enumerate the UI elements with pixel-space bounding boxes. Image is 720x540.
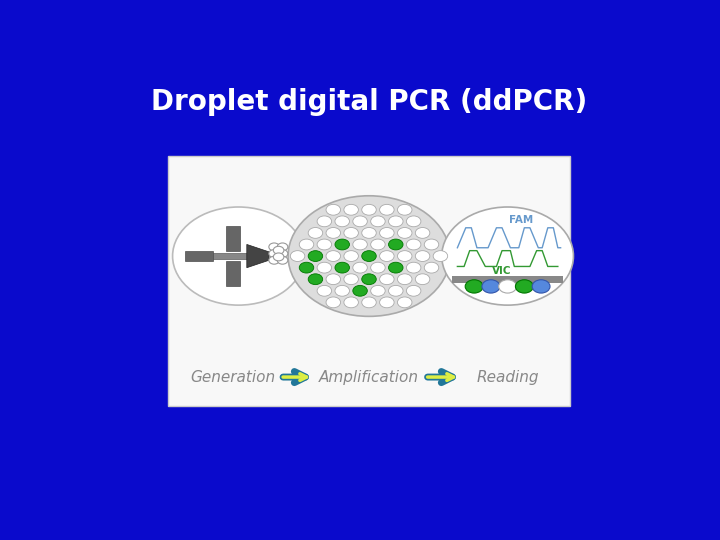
Circle shape — [424, 262, 438, 273]
Circle shape — [379, 204, 394, 215]
FancyBboxPatch shape — [168, 156, 570, 406]
Circle shape — [269, 243, 279, 251]
Text: Reading: Reading — [477, 369, 539, 384]
Circle shape — [300, 262, 314, 273]
Circle shape — [335, 262, 349, 273]
Circle shape — [361, 251, 377, 261]
Circle shape — [532, 280, 550, 293]
Circle shape — [371, 216, 385, 227]
Circle shape — [326, 297, 341, 308]
Circle shape — [326, 251, 341, 261]
Circle shape — [288, 196, 450, 316]
Circle shape — [415, 251, 430, 261]
Circle shape — [326, 274, 341, 285]
Circle shape — [379, 227, 394, 238]
Circle shape — [344, 274, 359, 285]
Circle shape — [379, 251, 394, 261]
FancyBboxPatch shape — [225, 261, 240, 286]
Text: FAM: FAM — [510, 215, 534, 225]
Circle shape — [433, 251, 448, 261]
Circle shape — [290, 251, 305, 261]
Circle shape — [335, 239, 349, 250]
Circle shape — [389, 262, 403, 273]
Text: Amplification: Amplification — [319, 369, 419, 384]
Circle shape — [269, 256, 279, 264]
Circle shape — [415, 227, 430, 238]
FancyBboxPatch shape — [452, 276, 564, 283]
Circle shape — [326, 227, 341, 238]
Circle shape — [173, 207, 305, 305]
Circle shape — [353, 216, 367, 227]
Circle shape — [406, 262, 421, 273]
Circle shape — [371, 262, 385, 273]
Circle shape — [371, 286, 385, 296]
Circle shape — [361, 204, 377, 215]
Circle shape — [308, 251, 323, 261]
FancyBboxPatch shape — [213, 253, 247, 259]
Circle shape — [277, 243, 288, 251]
Text: VIC: VIC — [492, 266, 512, 276]
Circle shape — [499, 280, 516, 293]
Circle shape — [371, 239, 385, 250]
Circle shape — [406, 216, 421, 227]
Circle shape — [397, 227, 412, 238]
Polygon shape — [247, 245, 269, 268]
Circle shape — [308, 227, 323, 238]
Circle shape — [353, 239, 367, 250]
Circle shape — [335, 216, 349, 227]
Circle shape — [516, 280, 534, 293]
Circle shape — [277, 256, 288, 264]
FancyBboxPatch shape — [225, 226, 240, 251]
Circle shape — [442, 207, 573, 305]
Circle shape — [277, 249, 288, 258]
FancyBboxPatch shape — [186, 251, 213, 261]
Circle shape — [424, 239, 438, 250]
Circle shape — [361, 227, 377, 238]
Circle shape — [274, 253, 284, 261]
Circle shape — [389, 286, 403, 296]
Circle shape — [353, 286, 367, 296]
Circle shape — [308, 274, 323, 285]
Circle shape — [269, 249, 279, 258]
Circle shape — [344, 297, 359, 308]
Circle shape — [317, 239, 332, 250]
Circle shape — [317, 262, 332, 273]
Circle shape — [406, 286, 421, 296]
Text: Generation: Generation — [190, 369, 276, 384]
Circle shape — [335, 286, 349, 296]
Circle shape — [397, 274, 412, 285]
Circle shape — [379, 297, 394, 308]
Circle shape — [317, 286, 332, 296]
Circle shape — [465, 280, 483, 293]
Circle shape — [482, 280, 500, 293]
Circle shape — [274, 246, 284, 254]
Circle shape — [300, 239, 314, 250]
Circle shape — [353, 262, 367, 273]
Circle shape — [397, 297, 412, 308]
Circle shape — [361, 297, 377, 308]
Circle shape — [344, 251, 359, 261]
Text: Droplet digital PCR (ddPCR): Droplet digital PCR (ddPCR) — [151, 88, 587, 116]
Circle shape — [397, 251, 412, 261]
Circle shape — [389, 239, 403, 250]
Circle shape — [344, 227, 359, 238]
Circle shape — [326, 204, 341, 215]
Circle shape — [379, 274, 394, 285]
Circle shape — [406, 239, 421, 250]
Circle shape — [397, 204, 412, 215]
Circle shape — [361, 274, 377, 285]
Circle shape — [344, 204, 359, 215]
Circle shape — [415, 274, 430, 285]
Circle shape — [317, 216, 332, 227]
Circle shape — [389, 216, 403, 227]
